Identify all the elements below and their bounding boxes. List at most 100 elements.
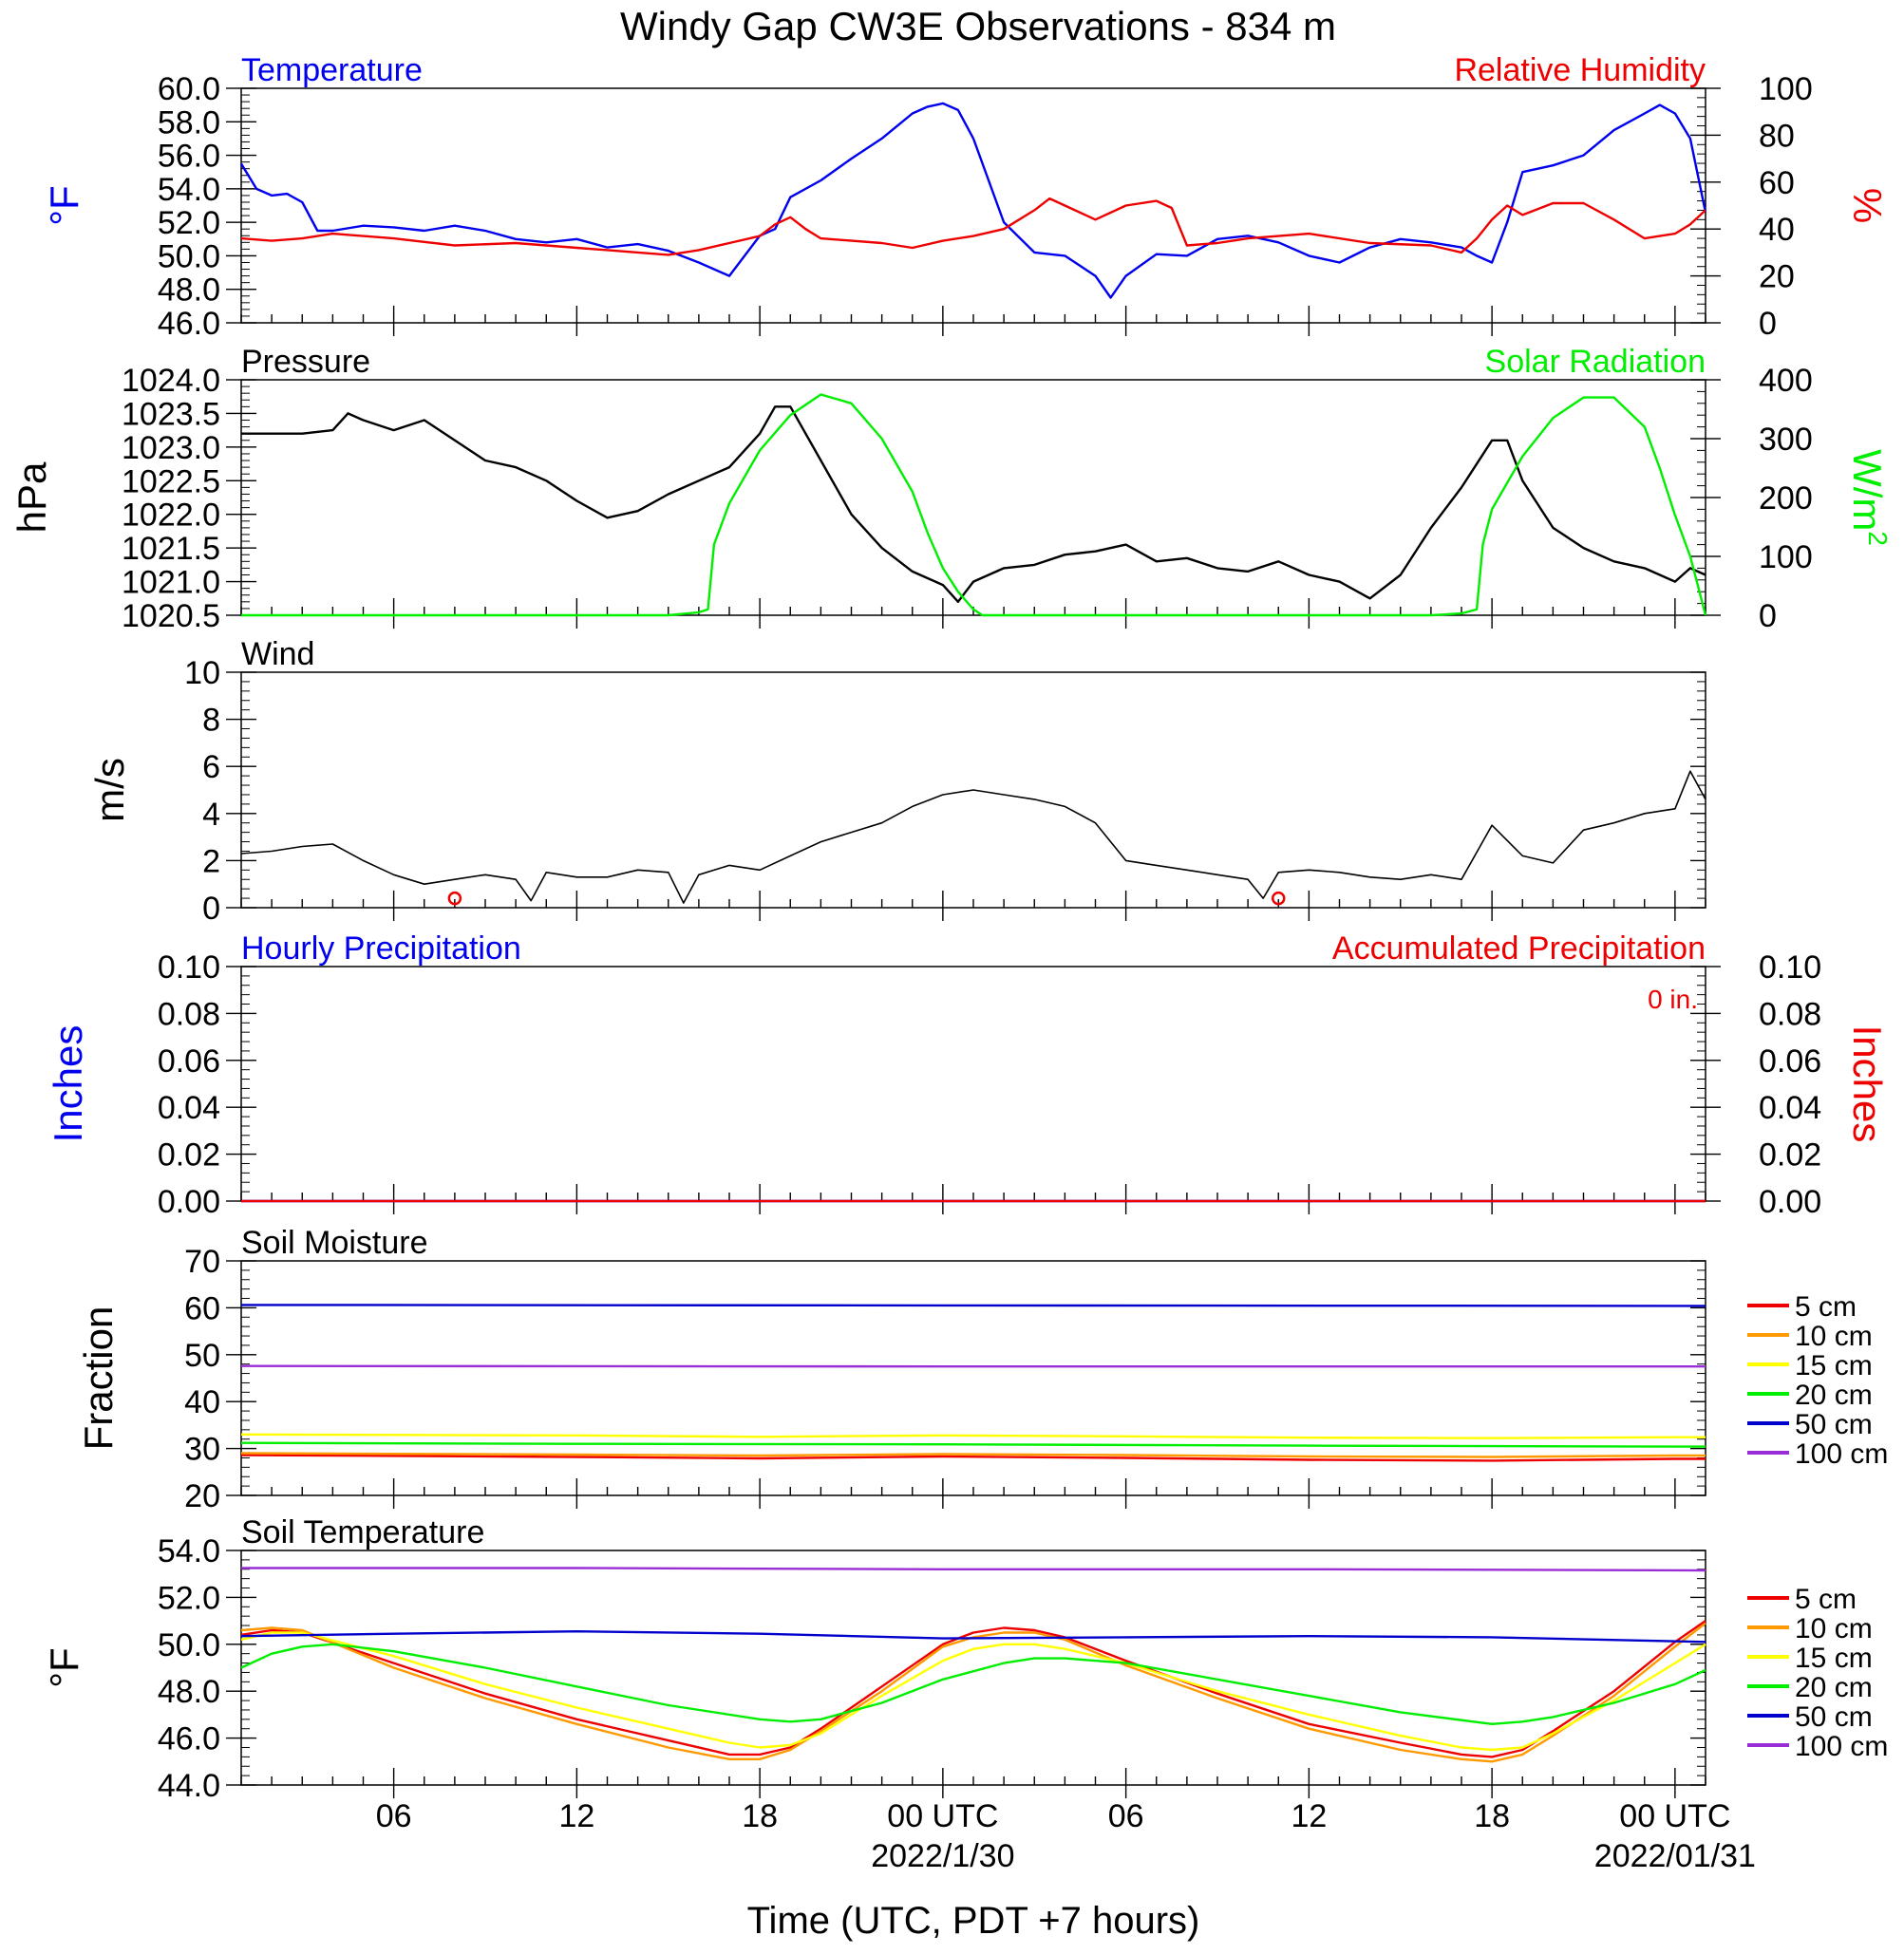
unit-superscript: 2 xyxy=(1863,531,1893,546)
panel-title-right: Relative Humidity xyxy=(1454,52,1706,88)
panel-soil_temperature: 54.0 52.0 50.0 48.0 46.0 44.0 Soil Temperature… xyxy=(42,1514,1888,1804)
y-tick-label-right: 20 xyxy=(1759,259,1795,295)
calm-wind-marker xyxy=(447,891,462,906)
calm-wind-marker xyxy=(1272,891,1286,906)
y-tick-label-left: 60.0 xyxy=(158,71,220,107)
y-tick-label-right: 0.10 xyxy=(1759,949,1821,986)
series-line-solar-radiation xyxy=(241,393,1707,617)
x-tick-label: 00 UTC xyxy=(1619,1798,1730,1834)
series-line-5-cm xyxy=(240,1454,1706,1462)
y-tick-label-left: 40 xyxy=(184,1384,220,1420)
y-tick-label-left: 10 xyxy=(184,655,220,691)
y-tick-label-left: 54.0 xyxy=(158,1533,220,1569)
y-tick-label-right: 60 xyxy=(1759,165,1795,201)
y-tick-label-right: 0 xyxy=(1759,598,1777,634)
y-tick-label-left: 0.06 xyxy=(158,1043,220,1080)
accumulated-total: 0 in. xyxy=(1648,985,1698,1014)
legend-label: 15 cm xyxy=(1795,1643,1873,1674)
y-tick-label-left: 54.0 xyxy=(158,172,220,208)
y-tick-label-left: 20 xyxy=(184,1478,220,1514)
panel-title-right: Accumulated Precipitation xyxy=(1332,930,1706,967)
y-axis-label-left: Fraction xyxy=(76,1306,121,1451)
x-tick-label: 00 UTC xyxy=(887,1798,998,1834)
legend-label: 15 cm xyxy=(1795,1350,1873,1381)
y-axis-label-left: m/s xyxy=(87,758,132,822)
y-tick-label-left: 2 xyxy=(202,843,220,879)
y-tick-label-right: 80 xyxy=(1759,118,1795,154)
series-line-20-cm xyxy=(240,1643,1706,1725)
legend-label: 10 cm xyxy=(1795,1321,1873,1352)
series-line-10-cm xyxy=(240,1452,1706,1458)
y-tick-label-left: 0.10 xyxy=(158,949,220,986)
y-tick-label-right: 0 xyxy=(1759,306,1777,342)
panel-title-left: Hourly Precipitation xyxy=(241,930,521,967)
series-line-10-cm xyxy=(240,1622,1706,1763)
y-tick-label-right: 0.06 xyxy=(1759,1043,1821,1080)
y-tick-label-left: 58.0 xyxy=(158,104,220,141)
legend-label: 100 cm xyxy=(1795,1438,1888,1470)
y-tick-label-right: 200 xyxy=(1759,480,1813,517)
y-tick-label-left: 50 xyxy=(184,1338,220,1374)
x-tick-label: 18 xyxy=(1474,1798,1510,1834)
y-tick-label-right: 0.08 xyxy=(1759,996,1821,1032)
y-tick-label-left: 46.0 xyxy=(158,306,220,342)
y-axis-label-right: W/m2 xyxy=(1845,449,1893,546)
series-line-5-cm xyxy=(240,1620,1706,1758)
y-tick-label-left: 1021.5 xyxy=(122,531,220,567)
y-tick-label-right: 0.02 xyxy=(1759,1137,1821,1174)
chart-title: Windy Gap CW3E Observations - 834 m xyxy=(620,4,1336,48)
y-tick-label-left: 1024.0 xyxy=(122,363,220,399)
y-tick-label-right: 400 xyxy=(1759,363,1813,399)
panel-frame xyxy=(240,87,1706,324)
y-tick-label-left: 52.0 xyxy=(158,205,220,241)
y-tick-label-left: 48.0 xyxy=(158,272,220,309)
y-tick-label-left: 50.0 xyxy=(158,1627,220,1663)
x-date-label: 2022/01/31 xyxy=(1594,1838,1756,1874)
legend-label: 20 cm xyxy=(1795,1672,1873,1703)
legend-label: 5 cm xyxy=(1795,1291,1857,1323)
x-tick-label: 18 xyxy=(742,1798,778,1834)
y-tick-label-left: 6 xyxy=(202,749,220,785)
unit-base: W/m xyxy=(1845,449,1890,531)
y-axis-label-right: Inches xyxy=(1845,1025,1890,1143)
y-axis-label-left: °F xyxy=(42,1647,86,1687)
panel-wind: 10 8 6 4 2 0 Wind m/s xyxy=(87,636,1706,927)
y-tick-label-left: 48.0 xyxy=(158,1674,220,1710)
y-tick-label-left: 44.0 xyxy=(158,1768,220,1804)
panel-title-left: Temperature xyxy=(241,52,423,88)
legend-label: 20 cm xyxy=(1795,1380,1873,1411)
x-axis-label: Time (UTC, PDT +7 hours) xyxy=(747,1900,1200,1942)
series-line-15-cm xyxy=(240,1433,1706,1439)
legend-label: 50 cm xyxy=(1795,1701,1873,1733)
panel-soil_moisture: 70 60 50 40 30 20 Soil Moisture Fraction 5 cm10 … xyxy=(76,1225,1888,1514)
panel-title-left: Wind xyxy=(241,636,314,672)
panel-pressure_solar: 1024.01023.51023.01022.51022.01021.51021… xyxy=(9,344,1893,634)
y-axis-label-right: % xyxy=(1845,188,1890,223)
series-line-20-cm xyxy=(240,1441,1706,1448)
panel-precip: 0.10 0.08 0.06 0.04 0.02 0.00 0.10 0.08 0.06 0.04… xyxy=(46,930,1890,1220)
x-axis: 06 12 18 00 UTC 2022/1/30 06 12 18 00 UTC 2022/01… xyxy=(376,1798,1756,1874)
y-tick-label-left: 46.0 xyxy=(158,1721,220,1757)
x-tick-label: 12 xyxy=(558,1798,594,1834)
legend-label: 5 cm xyxy=(1795,1584,1857,1615)
y-tick-label-right: 100 xyxy=(1759,539,1813,575)
y-tick-label-right: 300 xyxy=(1759,422,1813,458)
y-tick-label-left: 70 xyxy=(184,1244,220,1280)
y-tick-label-left: 0.08 xyxy=(158,996,220,1032)
y-tick-label-left: 1022.0 xyxy=(122,498,220,534)
x-tick-label: 06 xyxy=(376,1798,412,1834)
legend-label: 100 cm xyxy=(1795,1731,1888,1762)
x-date-label: 2022/1/30 xyxy=(871,1838,1014,1874)
series-line-50-cm xyxy=(240,1630,1706,1644)
legend-label: 10 cm xyxy=(1795,1613,1873,1644)
panel-frame xyxy=(240,966,1706,1202)
panel-temp_rh: 60.058.056.054.052.050.048.046.0 100 80 60 4… xyxy=(42,52,1890,342)
y-tick-label-left: 1022.5 xyxy=(122,463,220,499)
series-line-wind-speed xyxy=(240,770,1706,904)
series-line-100-cm xyxy=(240,1364,1706,1368)
legend-label: 50 cm xyxy=(1795,1409,1873,1440)
y-tick-label-right: 0.00 xyxy=(1759,1184,1821,1220)
y-tick-label-left: 56.0 xyxy=(158,139,220,175)
